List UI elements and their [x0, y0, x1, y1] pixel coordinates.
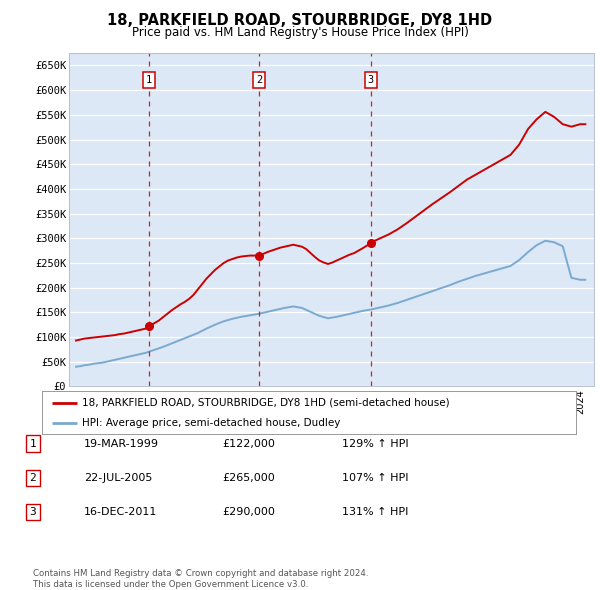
Text: Contains HM Land Registry data © Crown copyright and database right 2024.: Contains HM Land Registry data © Crown c…: [33, 569, 368, 578]
Text: 1: 1: [146, 76, 152, 86]
Text: 107% ↑ HPI: 107% ↑ HPI: [342, 473, 409, 483]
Text: Price paid vs. HM Land Registry's House Price Index (HPI): Price paid vs. HM Land Registry's House …: [131, 26, 469, 39]
Text: HPI: Average price, semi-detached house, Dudley: HPI: Average price, semi-detached house,…: [82, 418, 340, 428]
Text: 2: 2: [29, 473, 37, 483]
Text: 2: 2: [256, 76, 262, 86]
Text: £290,000: £290,000: [222, 507, 275, 517]
Text: 22-JUL-2005: 22-JUL-2005: [84, 473, 152, 483]
Text: 19-MAR-1999: 19-MAR-1999: [84, 439, 159, 448]
Text: 131% ↑ HPI: 131% ↑ HPI: [342, 507, 409, 517]
Text: This data is licensed under the Open Government Licence v3.0.: This data is licensed under the Open Gov…: [33, 579, 308, 589]
Text: 18, PARKFIELD ROAD, STOURBRIDGE, DY8 1HD (semi-detached house): 18, PARKFIELD ROAD, STOURBRIDGE, DY8 1HD…: [82, 398, 449, 408]
Text: £122,000: £122,000: [222, 439, 275, 448]
Text: £265,000: £265,000: [222, 473, 275, 483]
Text: 129% ↑ HPI: 129% ↑ HPI: [342, 439, 409, 448]
Text: 16-DEC-2011: 16-DEC-2011: [84, 507, 157, 517]
Text: 18, PARKFIELD ROAD, STOURBRIDGE, DY8 1HD: 18, PARKFIELD ROAD, STOURBRIDGE, DY8 1HD: [107, 13, 493, 28]
Text: 3: 3: [29, 507, 37, 517]
Text: 1: 1: [29, 439, 37, 448]
Text: 3: 3: [368, 76, 374, 86]
